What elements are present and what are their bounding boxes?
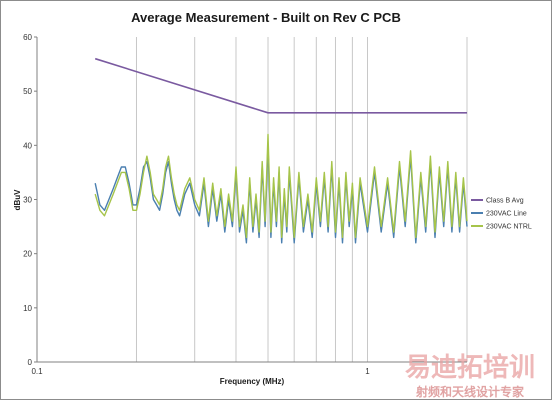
x-tick-label: 0.1 [31,367,43,376]
y-tick-label: 20 [23,250,32,259]
y-tick-label: 0 [28,358,33,367]
axes [34,36,467,363]
legend-label: 230VAC NTRL [486,224,532,231]
y-tick-labels: 0 10 20 30 40 50 60 [23,33,32,367]
series-line-class-b-avg [94,57,467,114]
y-axis-label: dBuV [13,189,22,211]
legend-label: Class B Avg [486,198,524,205]
x-tick-labels: 0.1 1 [31,367,370,376]
y-tick-label: 30 [23,196,32,205]
chart-title: Average Measurement - Built on Rev C PCB [131,10,401,25]
watermark: 易迪拓培训 射频和天线设计专家 [405,353,535,399]
y-tick-label: 50 [23,87,32,96]
watermark-main: 易迪拓培训 [405,353,535,383]
x-tick-label: 1 [365,367,370,376]
y-tick-label: 10 [23,304,32,313]
legend-label: 230VAC Line [486,211,527,218]
series-line-230vac-ntrl [94,133,468,239]
y-tick-label: 40 [23,141,32,150]
watermark-sub: 射频和天线设计专家 [415,384,525,399]
y-tick-label: 60 [23,33,32,42]
series-group [94,57,468,244]
legend: Class B Avg 230VAC Line 230VAC NTRL [471,198,532,231]
grid [135,37,468,362]
x-axis-label: Frequency (MHz) [220,377,285,386]
